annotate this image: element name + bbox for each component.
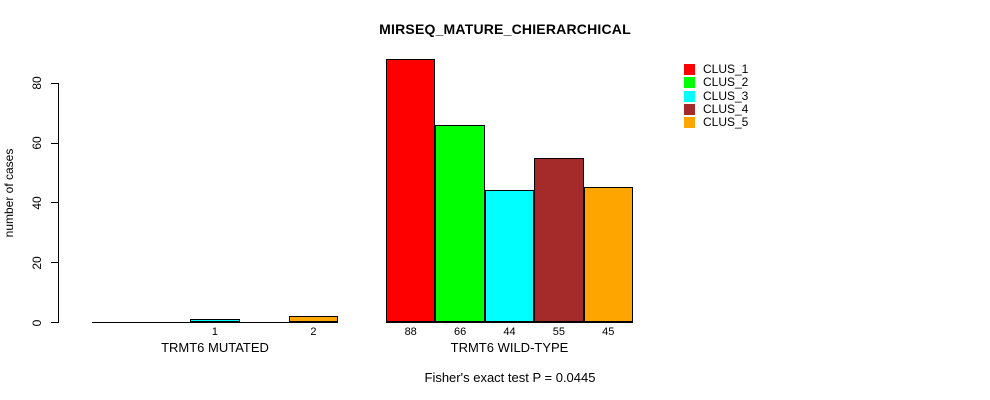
group-baseline xyxy=(92,322,338,323)
legend-swatch-clus_1 xyxy=(684,64,695,76)
bar-clus_5 xyxy=(288,316,338,322)
bar-clus_3 xyxy=(484,190,535,322)
legend-swatch-clus_3 xyxy=(684,90,695,102)
legend-label: CLUS_4 xyxy=(703,102,749,117)
bar-value-label: 1 xyxy=(211,326,219,338)
y-axis-tick xyxy=(51,322,58,323)
legend-row: CLUS_3 xyxy=(684,88,749,103)
y-axis-tick xyxy=(51,82,58,84)
legend-row: CLUS_1 xyxy=(684,63,748,76)
group-label: TRMT6 WILD-TYPE xyxy=(450,340,569,355)
fisher-test-annotation: Fisher's exact test P = 0.0445 xyxy=(424,370,596,385)
y-tick-label: 0 xyxy=(30,319,44,326)
legend-label: CLUS_3 xyxy=(703,88,749,103)
bar-value-label: 66 xyxy=(453,326,467,338)
y-axis-label: number of cases xyxy=(2,148,16,238)
legend-swatch-clus_5 xyxy=(684,117,695,129)
y-axis-tick xyxy=(51,202,58,204)
bar-clus_3 xyxy=(190,319,240,322)
bar-value-label: 55 xyxy=(552,326,565,338)
legend-label: CLUS_5 xyxy=(703,115,749,130)
legend-label: CLUS_2 xyxy=(703,75,749,90)
group-label: TRMT6 MUTATED xyxy=(161,340,269,355)
legend-swatch-clus_2 xyxy=(684,77,695,89)
legend-row: CLUS_2 xyxy=(684,76,748,89)
y-axis-line xyxy=(58,82,59,323)
bar-value-label: 2 xyxy=(310,326,317,338)
bar-clus_5 xyxy=(583,187,633,322)
bar-value-label: 88 xyxy=(404,326,417,338)
bar-value-label: 44 xyxy=(503,326,516,338)
bar-clus_2 xyxy=(435,124,485,322)
y-tick-label: 80 xyxy=(30,76,44,90)
chart-title: MIRSEQ_MATURE_CHIERARCHICAL xyxy=(379,21,631,37)
y-tick-label: 60 xyxy=(30,136,44,150)
y-tick-label: 20 xyxy=(30,256,44,270)
legend-label: CLUS_1 xyxy=(703,62,749,77)
y-tick-label: 40 xyxy=(30,196,44,210)
legend-swatch-clus_4 xyxy=(684,104,695,116)
legend: CLUS_1 CLUS_2 CLUS_3 CLUS_4 CLUS_5 xyxy=(684,63,748,129)
legend-row: CLUS_5 xyxy=(684,116,748,129)
bar-clus_1 xyxy=(386,58,436,322)
y-axis-tick xyxy=(51,142,58,144)
legend-row: CLUS_4 xyxy=(684,103,748,116)
bar-value-label: 45 xyxy=(602,326,615,338)
y-axis-tick xyxy=(51,262,58,264)
bar-clus_4 xyxy=(534,157,584,322)
group-baseline xyxy=(386,322,633,323)
